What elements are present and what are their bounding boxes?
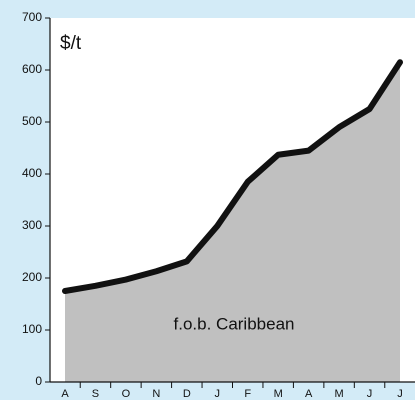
annotation: f.o.b. Caribbean (174, 314, 295, 333)
x-tick-label: D (183, 388, 191, 400)
y-tick-label: 400 (22, 166, 42, 180)
y-tick-label: 600 (22, 62, 42, 76)
y-tick-label: 100 (22, 322, 42, 336)
x-tick-label: N (152, 388, 160, 400)
y-tick-label: 700 (22, 10, 42, 24)
y-tick-label: 0 (35, 374, 42, 388)
x-tick-label: M (274, 388, 283, 400)
x-tick-label: O (122, 388, 131, 400)
y-tick-label: 500 (22, 114, 42, 128)
x-tick-label: A (305, 388, 313, 400)
y-tick-label: 300 (22, 218, 42, 232)
x-tick-label: J (367, 388, 373, 400)
area (65, 62, 400, 382)
x-tick-label: M (335, 388, 344, 400)
line (62, 59, 403, 294)
x-tick-label: F (244, 388, 251, 400)
y-tick-label: 200 (22, 270, 42, 284)
y-axis-label: $/t (60, 33, 82, 54)
x-tick-label: J (397, 388, 403, 400)
x-tick-label: J (215, 388, 221, 400)
x-tick-label: S (92, 388, 99, 400)
x-tick-label: A (61, 388, 69, 400)
